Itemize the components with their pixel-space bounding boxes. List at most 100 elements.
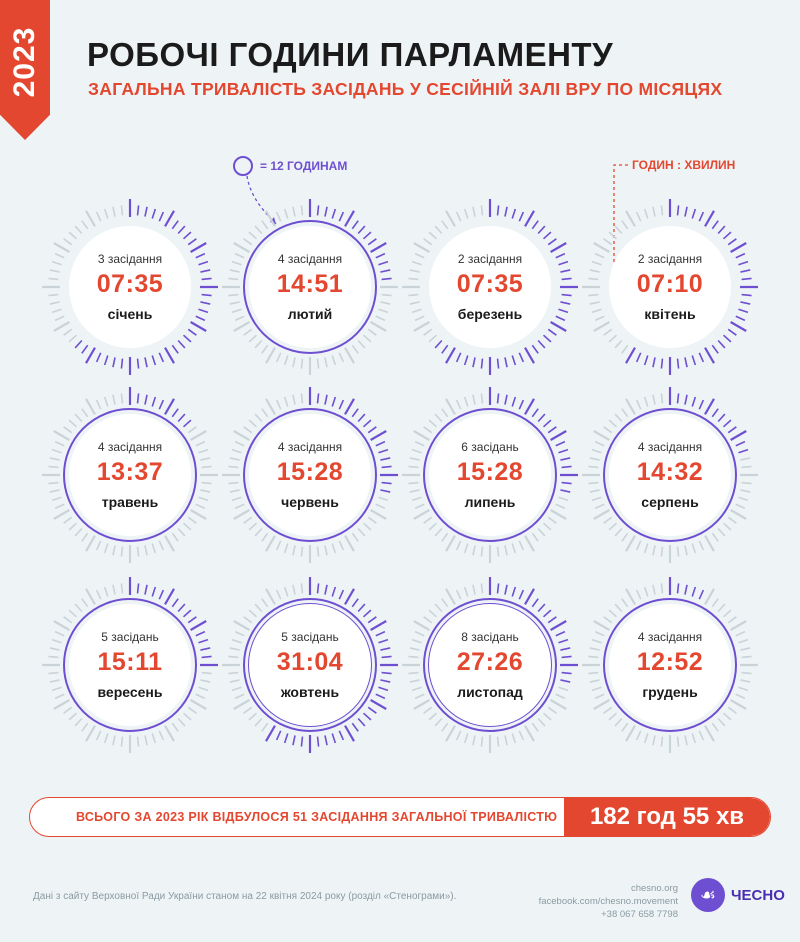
month-label: грудень <box>642 684 698 700</box>
clock-tick <box>292 206 296 217</box>
clock-tick <box>652 735 656 746</box>
clock-tick <box>698 730 705 741</box>
clock-tick <box>547 426 557 434</box>
legend-circle: = 12 ГОДИНАМ <box>233 156 347 176</box>
duration-value: 27:26 <box>456 648 524 676</box>
clock-tick <box>357 339 366 349</box>
clock-tick <box>727 426 737 434</box>
clock-tick <box>614 413 623 423</box>
clock-tick <box>234 315 245 322</box>
clock-tick <box>51 260 62 266</box>
clock-tick <box>367 426 377 434</box>
clock-tick <box>200 301 211 305</box>
clock-tick <box>550 699 567 710</box>
clock-tick <box>608 609 618 618</box>
clock-tick <box>608 334 618 343</box>
site-link[interactable]: chesno.org <box>630 883 678 894</box>
clock-tick <box>233 620 250 631</box>
clock-tick <box>463 543 469 554</box>
clock-tick <box>423 426 433 434</box>
clock-tick <box>324 545 328 556</box>
clock-tick <box>413 620 430 631</box>
clock-tick <box>428 522 438 531</box>
clock-tick <box>233 430 250 441</box>
clock-tick <box>589 489 600 493</box>
clock-tick <box>375 315 386 322</box>
clock-tick <box>621 220 629 230</box>
clock-tick <box>740 679 751 683</box>
clock-tick <box>428 334 438 343</box>
clock-tick <box>740 457 751 461</box>
sessions-count: 5 засідань <box>281 630 339 644</box>
clock-tick <box>182 522 192 531</box>
clock-tick <box>201 655 212 659</box>
clock-tick <box>414 440 425 447</box>
clock-tick <box>413 509 430 520</box>
clock-tick <box>504 545 508 556</box>
clock-tick <box>608 712 618 721</box>
clock-tick <box>411 448 422 454</box>
clock-tick <box>643 733 649 744</box>
clock-tick <box>463 208 469 219</box>
clock-tick <box>740 489 751 493</box>
clock-tick <box>691 733 697 744</box>
clock-tick <box>195 440 206 447</box>
clock-tick <box>195 315 206 322</box>
clock-tick <box>408 277 419 281</box>
clock-tick <box>621 408 629 418</box>
clock-tick <box>445 210 456 227</box>
clock-tick <box>445 347 456 364</box>
logo-text: ЧЕСНО <box>731 886 785 904</box>
clock-tick <box>362 419 372 428</box>
clock-tick <box>411 638 422 644</box>
clock-tick <box>380 457 391 461</box>
sessions-count: 8 засідань <box>461 630 519 644</box>
clock-ticks <box>222 199 398 375</box>
clock-tick <box>228 655 239 659</box>
clock-tick <box>735 693 746 700</box>
clock-ticks <box>402 199 578 375</box>
clock-tick <box>112 206 116 217</box>
clock-tick <box>254 413 263 423</box>
clock-tick <box>375 252 386 259</box>
clock-tick <box>588 655 599 659</box>
clock-tick <box>480 583 484 594</box>
clock-tick <box>698 540 705 551</box>
clock-tick <box>331 396 337 407</box>
clock-tick <box>351 344 359 354</box>
full-circle-ring <box>63 598 197 732</box>
clock-tick <box>48 655 59 659</box>
clock-tick <box>380 489 391 493</box>
clock-tick <box>292 584 296 595</box>
clock-tick <box>643 208 649 219</box>
clock-tick <box>357 413 366 423</box>
clock-tick <box>531 598 539 608</box>
clock-tick <box>691 586 697 597</box>
clock-tick <box>164 535 175 552</box>
clock-tick <box>434 225 443 235</box>
clock-face: 6 засідань 15:28 липень <box>429 414 551 536</box>
clock-tick <box>652 584 656 595</box>
clock-tick <box>370 430 387 441</box>
phone: +38 067 658 7798 <box>601 909 678 920</box>
clock-tick <box>414 693 425 700</box>
clock-tick <box>63 516 73 524</box>
clock-face: 4 засідання 14:32 серпень <box>609 414 731 536</box>
clock-tick <box>316 358 320 369</box>
clock-tick <box>547 706 557 714</box>
clock-tick <box>423 616 433 624</box>
full-circle-ring <box>423 408 557 542</box>
clock-tick <box>231 448 242 454</box>
clock-tick <box>676 393 680 404</box>
clock-tick <box>717 717 726 727</box>
clock-tick <box>144 584 148 595</box>
clock-tick <box>254 603 263 613</box>
facebook-link[interactable]: facebook.com/chesno.movement <box>538 896 678 907</box>
clock-tick <box>81 532 89 542</box>
clock-tick <box>423 328 433 336</box>
clock-tick <box>414 315 425 322</box>
clock-tick <box>324 394 328 405</box>
clock-tick <box>603 706 613 714</box>
clock-tick <box>158 352 165 363</box>
clock-tick <box>48 481 59 485</box>
